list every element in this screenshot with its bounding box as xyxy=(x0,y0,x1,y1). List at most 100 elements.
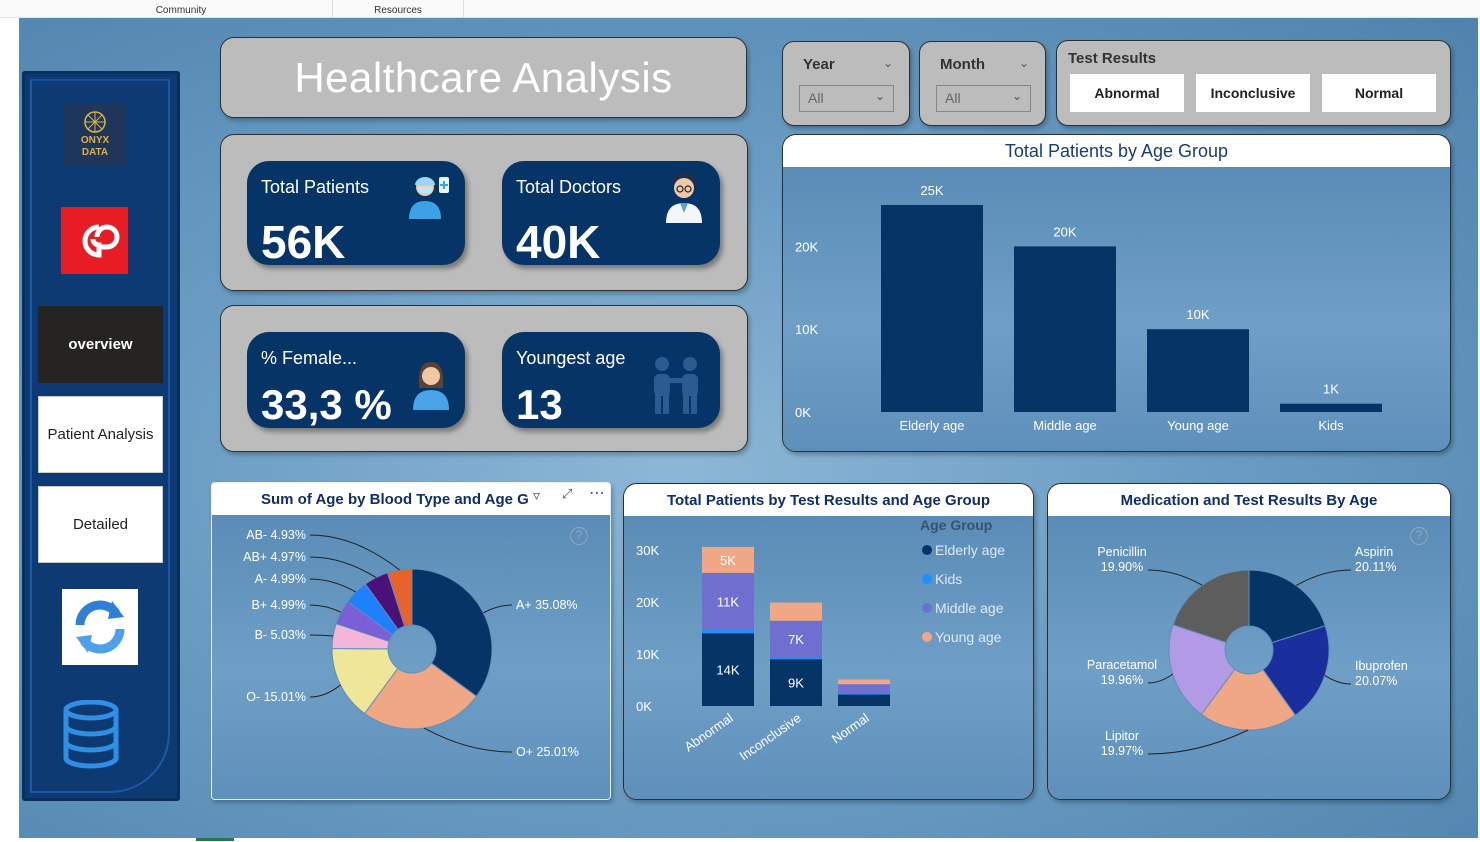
tab-community[interactable]: Community xyxy=(30,0,333,18)
y-tick-label: 20K xyxy=(636,595,659,610)
year-dropdown-value: All xyxy=(808,90,824,106)
age-group-bar-chart: Total Patients by Age Group 0K 10K 20K 25K E… xyxy=(782,134,1451,452)
data-label: 11K xyxy=(717,594,739,609)
y-tick-label: 0K xyxy=(636,699,652,714)
kpi-label: % Female... xyxy=(261,348,358,368)
slice xyxy=(1168,624,1236,715)
chart-body xyxy=(1048,516,1450,799)
help-icon[interactable]: ? xyxy=(570,527,588,545)
test-results-slicer: Test Results Abnormal Inconclusive Norma… xyxy=(1056,40,1451,126)
kpi-panel-bottom: % Female... 33,3 % Youngest age 13 xyxy=(220,305,748,452)
leader-line xyxy=(423,727,513,753)
children-icon xyxy=(654,357,698,414)
legend-marker xyxy=(922,574,932,584)
y-tick-label: 10K xyxy=(636,647,659,662)
month-dropdown-value: All xyxy=(945,90,961,106)
slice xyxy=(1248,569,1326,644)
female-icon xyxy=(413,362,449,410)
slice-label: O- 15.01% xyxy=(246,690,306,704)
chart-title: Total Patients by Age Group xyxy=(783,135,1450,167)
filter-normal-button[interactable]: Normal xyxy=(1321,73,1437,113)
kpi-total-doctors: Total Doctors 40K xyxy=(502,161,720,267)
nav-detailed-button[interactable]: Detailed xyxy=(38,486,163,563)
top-menu-bar: Community Resources xyxy=(0,0,1480,18)
slice xyxy=(411,568,493,698)
stacked-segment xyxy=(770,659,822,706)
slicer-title: Month xyxy=(940,56,985,73)
leader-line xyxy=(309,684,341,698)
bar xyxy=(881,205,983,412)
leader-line xyxy=(309,556,377,578)
logo-text-2: DATA xyxy=(81,147,109,158)
slice-label: Ibuprofen xyxy=(1355,659,1408,673)
y-tick-label: 10K xyxy=(795,322,818,337)
slice xyxy=(331,648,399,715)
kpi-youngest-age: Youngest age 13 xyxy=(502,332,720,428)
bar xyxy=(1014,246,1116,412)
chart-title: Sum of Age by Blood Type and Age G xyxy=(212,483,610,515)
slice xyxy=(1172,569,1250,644)
title-panel: Healthcare Analysis xyxy=(220,37,747,118)
medication-donut-chart: Medication and Test Results By Age Aspir… xyxy=(1047,483,1451,800)
chevron-down-icon[interactable]: ⌄ xyxy=(882,56,893,70)
kpi-label: Total Doctors xyxy=(516,177,622,197)
kpi-label: Youngest age xyxy=(516,348,626,368)
slice xyxy=(1200,668,1297,731)
logo-text-1: ONYX xyxy=(80,135,110,146)
bar xyxy=(1280,403,1382,412)
slice-label: Lipitor xyxy=(1105,729,1139,743)
chevron-down-icon[interactable]: ⌄ xyxy=(1018,56,1029,70)
slice xyxy=(363,662,478,730)
leader-line xyxy=(309,604,342,613)
kpi-total-patients: Total Patients 56K xyxy=(247,161,465,268)
database-icon[interactable] xyxy=(62,700,120,770)
bottom-strip xyxy=(0,838,1480,842)
y-tick-label: 30K xyxy=(636,543,659,558)
focus-mode-icon[interactable]: ⤢ xyxy=(562,486,573,501)
kpi-pct-female: % Female... 33,3 % xyxy=(247,332,465,428)
year-dropdown[interactable]: All ⌄ xyxy=(799,85,894,112)
filter-inconclusive-button[interactable]: Inconclusive xyxy=(1195,73,1311,113)
slice-pct: 19.96% xyxy=(1101,673,1143,687)
page-title: Healthcare Analysis xyxy=(294,53,673,101)
x-tick-label: Elderly age xyxy=(899,418,964,433)
chart-body xyxy=(212,515,610,799)
stacked-segment xyxy=(770,657,822,660)
kpi-panel-top: Total Patients 56K Total Doctors 40K xyxy=(220,134,748,291)
help-icon[interactable]: ? xyxy=(1410,527,1428,545)
y-tick-label: 0K xyxy=(795,405,811,420)
chevron-down-icon: ⌄ xyxy=(1011,89,1022,103)
filter-icon[interactable]: ▿ xyxy=(533,487,541,503)
refresh-button[interactable] xyxy=(62,589,138,665)
data-label: 1K xyxy=(1323,382,1339,397)
slice-label: AB+ 4.97% xyxy=(243,550,306,564)
tab-resources[interactable]: Resources xyxy=(333,0,464,18)
slice-pct: 19.97% xyxy=(1101,744,1143,758)
x-tick-label: Abnormal xyxy=(682,710,736,754)
onyx-globe-icon xyxy=(84,111,106,133)
kpi-value: 33,3 % xyxy=(261,381,392,428)
data-label: 25K xyxy=(920,183,943,198)
chart-title: Medication and Test Results By Age xyxy=(1048,484,1450,516)
leader-line xyxy=(1147,569,1203,586)
chart-body xyxy=(624,516,1033,799)
legend-label: Young age xyxy=(935,629,1002,645)
stacked-segment xyxy=(770,602,822,621)
nav-patient-analysis-button[interactable]: Patient Analysis xyxy=(38,396,163,473)
more-options-icon[interactable]: ⋯ xyxy=(589,485,605,502)
kpi-value: 13 xyxy=(516,381,563,428)
nav-overview-button[interactable]: overview xyxy=(38,306,163,383)
stacked-segment xyxy=(702,546,754,573)
x-tick-label: Normal xyxy=(829,710,872,746)
test-results-stacked-svg: 0K 10K 20K 30K 14K 11K 5K Abnormal 9K 7K Inconclus… xyxy=(636,517,1005,763)
filter-abnormal-button[interactable]: Abnormal xyxy=(1069,73,1185,113)
kpi-value: 56K xyxy=(261,216,346,268)
stacked-segment xyxy=(702,572,754,631)
legend-label: Kids xyxy=(935,571,962,587)
chevron-down-icon: ⌄ xyxy=(874,89,885,103)
leader-line xyxy=(309,578,357,593)
month-dropdown[interactable]: All ⌄ xyxy=(936,85,1031,112)
slice-label: AB- 4.93% xyxy=(246,528,306,542)
legend-marker xyxy=(922,603,932,613)
